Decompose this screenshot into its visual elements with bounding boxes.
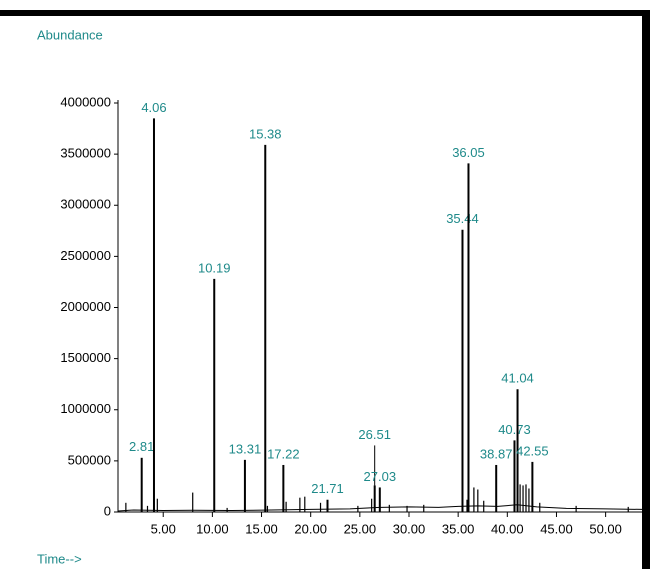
peak-label: 40.73 — [498, 422, 531, 437]
peak-label: 42.55 — [516, 443, 549, 458]
y-tick-label: 500000 — [68, 452, 111, 467]
peak-label: 15.38 — [249, 126, 282, 141]
y-tick-label: 3000000 — [60, 197, 111, 212]
x-tick-label: 35.00 — [442, 521, 475, 536]
x-tick-label: 45.00 — [540, 521, 573, 536]
y-axis-label: Abundance — [37, 27, 103, 42]
peak-label: 35.44 — [446, 211, 479, 226]
y-tick-label: 0 — [104, 503, 111, 518]
peak-label: 41.04 — [501, 371, 534, 386]
y-tick-label: 1500000 — [60, 350, 111, 365]
peak-label: 4.06 — [141, 100, 166, 115]
frame-right — [642, 10, 650, 569]
peak-label: 2.81 — [129, 439, 154, 454]
x-tick-label: 30.00 — [393, 521, 426, 536]
peak-label: 38.87 — [480, 446, 513, 461]
x-tick-label: 25.00 — [344, 521, 377, 536]
y-tick-label: 3500000 — [60, 146, 111, 161]
y-tick-label: 4000000 — [60, 94, 111, 109]
peak-label: 27.03 — [364, 469, 397, 484]
peak-label: 36.05 — [452, 145, 485, 160]
x-axis-label: Time--> — [37, 551, 82, 566]
peak-label: 26.51 — [358, 427, 391, 442]
x-tick-label: 15.00 — [245, 521, 278, 536]
peak-label: 10.19 — [198, 260, 231, 275]
x-tick-label: 40.00 — [491, 521, 524, 536]
y-tick-label: 2500000 — [60, 248, 111, 263]
x-tick-label: 5.00 — [151, 521, 176, 536]
x-tick-label: 20.00 — [294, 521, 327, 536]
y-tick-label: 2000000 — [60, 299, 111, 314]
peak-label: 17.22 — [267, 446, 300, 461]
x-tick-label: 50.00 — [589, 521, 622, 536]
y-tick-label: 1000000 — [60, 401, 111, 416]
peak-label: 21.71 — [311, 481, 344, 496]
x-tick-label: 10.00 — [196, 521, 229, 536]
frame-top — [0, 10, 650, 16]
peak-label: 13.31 — [229, 441, 262, 456]
